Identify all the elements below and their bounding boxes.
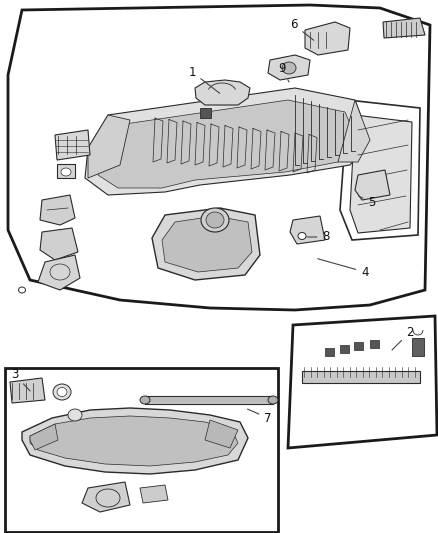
Polygon shape — [85, 88, 370, 195]
Bar — [145, 396, 273, 404]
Bar — [354, 342, 363, 350]
Polygon shape — [162, 216, 252, 272]
Polygon shape — [350, 115, 412, 233]
Ellipse shape — [18, 287, 25, 293]
Polygon shape — [40, 228, 78, 260]
Ellipse shape — [201, 208, 229, 232]
Polygon shape — [5, 368, 278, 532]
Polygon shape — [30, 424, 58, 450]
Text: 7: 7 — [247, 409, 272, 424]
Bar — [370, 340, 379, 348]
Polygon shape — [152, 208, 260, 280]
Polygon shape — [338, 100, 370, 162]
Bar — [340, 345, 349, 353]
Text: 1: 1 — [188, 66, 220, 93]
Polygon shape — [340, 100, 420, 240]
Polygon shape — [205, 420, 238, 448]
Text: 4: 4 — [318, 259, 369, 279]
Ellipse shape — [298, 232, 306, 239]
Bar — [412, 338, 424, 356]
Polygon shape — [55, 130, 90, 160]
Polygon shape — [82, 482, 130, 512]
Polygon shape — [195, 80, 250, 105]
Polygon shape — [98, 100, 358, 188]
Polygon shape — [268, 55, 310, 80]
Bar — [325, 348, 334, 356]
Ellipse shape — [282, 62, 296, 74]
Text: 8: 8 — [307, 230, 330, 244]
Polygon shape — [355, 170, 390, 200]
Ellipse shape — [268, 396, 278, 404]
Polygon shape — [383, 18, 425, 38]
Polygon shape — [40, 195, 75, 225]
Polygon shape — [288, 316, 437, 448]
Bar — [57, 164, 75, 178]
Ellipse shape — [53, 384, 71, 400]
Polygon shape — [8, 5, 430, 310]
Polygon shape — [305, 22, 350, 55]
Polygon shape — [140, 485, 168, 503]
Text: 6: 6 — [290, 19, 314, 41]
Ellipse shape — [68, 409, 82, 421]
Ellipse shape — [61, 168, 71, 176]
Ellipse shape — [57, 387, 67, 397]
Bar — [302, 371, 420, 383]
Polygon shape — [10, 378, 45, 403]
Polygon shape — [88, 115, 130, 178]
Ellipse shape — [206, 212, 224, 228]
Text: 9: 9 — [278, 61, 289, 82]
Polygon shape — [38, 255, 80, 290]
Polygon shape — [30, 416, 238, 466]
Polygon shape — [22, 408, 248, 474]
Text: 3: 3 — [11, 368, 30, 391]
Text: 2: 2 — [392, 326, 414, 350]
Text: 5: 5 — [359, 196, 376, 208]
Ellipse shape — [140, 396, 150, 404]
Bar — [200, 108, 211, 118]
Polygon shape — [290, 216, 325, 244]
